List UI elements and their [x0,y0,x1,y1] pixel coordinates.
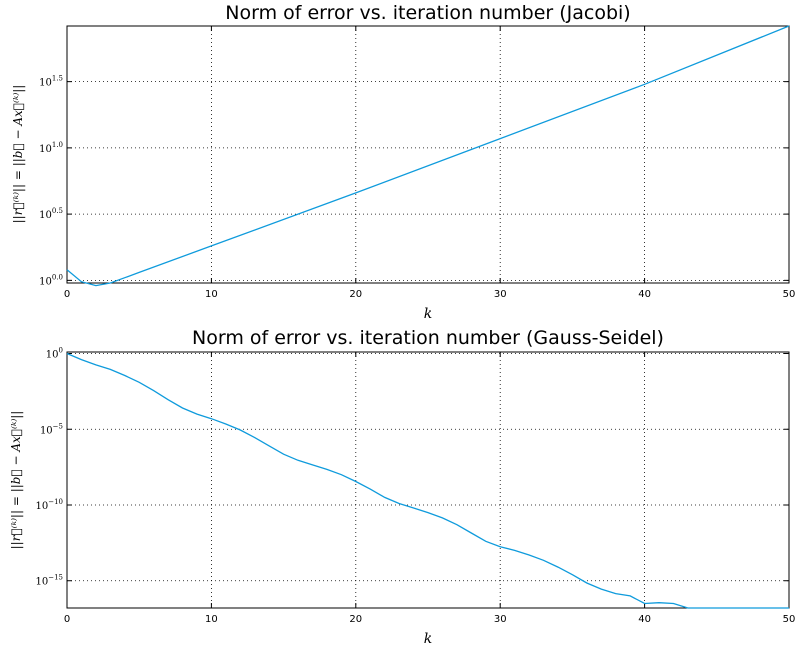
gauss-seidel-xlabel: k [424,631,432,647]
jacobi-axes-frame [66,25,790,284]
jacobi-xtick-label: 10 [205,289,218,300]
gauss-seidel-xtick-label: 0 [64,614,70,625]
gauss-seidel-ytick-label: 10−15 [35,574,63,588]
gauss-seidel-ticks: 0 10 20 30 40 50 100 10−5 10−10 10−15 [35,347,795,625]
gauss-seidel-series-line [66,352,789,609]
gauss-seidel-xtick-label: 20 [349,614,362,625]
gauss-seidel-xtick-label: 40 [638,614,651,625]
gauss-seidel-title: Norm of error vs. iteration number (Gaus… [192,327,664,349]
gauss-seidel-ylabel: ||r⃗⁽ᵏ⁾|| = ||b⃗ − Ax⃗⁽ᵏ⁾|| [9,411,23,550]
gauss-seidel-xtick-label: 30 [494,614,507,625]
jacobi-ticks: 0 10 20 30 40 50 100.0 100.5 101.0 101.5 [39,26,795,300]
gauss-seidel-ytick-label: 100 [46,347,63,361]
jacobi-ylabel: ||r⃗⁽ᵏ⁾|| = ||b⃗ − Ax⃗⁽ᵏ⁾|| [11,85,25,224]
jacobi-ytick-label: 100.5 [39,207,63,221]
gauss-seidel-xtick-label: 10 [205,614,218,625]
jacobi-ytick-label: 101.0 [39,141,63,155]
jacobi-xtick-label: 30 [494,289,507,300]
gauss-seidel-plot: Norm of error vs. iteration number (Gaus… [9,327,795,647]
jacobi-plot: Norm of error vs. iteration number (Jaco… [11,2,795,322]
gauss-seidel-ytick-label: 10−5 [40,422,63,436]
gauss-seidel-axes-frame [66,351,790,609]
jacobi-xtick-label: 40 [638,289,651,300]
jacobi-xtick-label: 50 [783,289,796,300]
jacobi-xtick-label: 0 [64,289,70,300]
gauss-seidel-xtick-label: 50 [783,614,796,625]
gauss-seidel-grid [67,352,789,608]
jacobi-ytick-label: 101.5 [39,75,63,89]
jacobi-xlabel: k [424,306,432,322]
jacobi-title: Norm of error vs. iteration number (Jaco… [225,2,630,24]
jacobi-ytick-label: 100.0 [39,273,63,287]
jacobi-grid [67,26,789,283]
jacobi-series-line [66,25,790,287]
jacobi-xtick-label: 20 [349,289,362,300]
gauss-seidel-ytick-label: 10−10 [35,498,63,512]
